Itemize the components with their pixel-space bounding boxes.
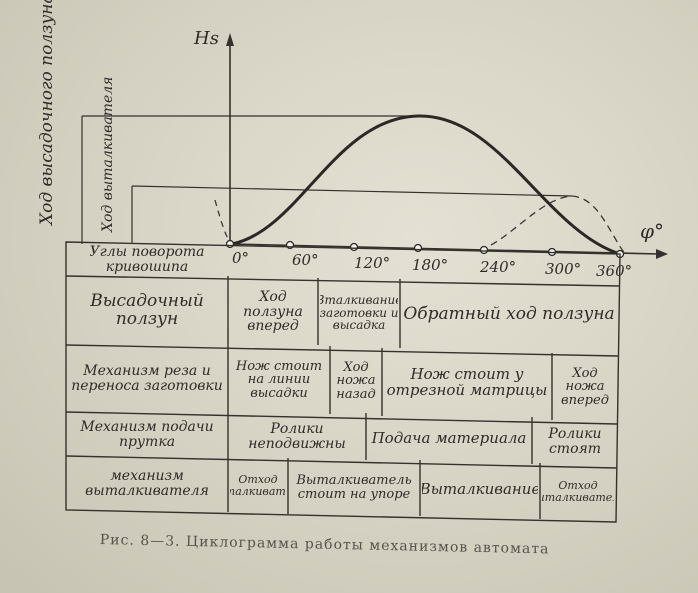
tick-120 [349, 242, 359, 252]
cell-material-feed: Подача материала [371, 429, 527, 448]
tick-240 [479, 245, 489, 255]
x-axis-label: φ° [640, 219, 664, 243]
tick-label-300: 300° [545, 260, 581, 278]
ejector-curve [479, 195, 626, 255]
table-grid [65, 241, 621, 523]
upsetting-stroke-label-line: Ход высадочного ползуна [37, 0, 57, 227]
tick-label-120: 120° [354, 254, 390, 272]
ejector-stroke-label: Ход выталкивателя [100, 77, 116, 233]
header-upsetting-slide: Высадочный ползун [90, 291, 204, 329]
x-axis [229, 243, 661, 255]
tick-0 [225, 239, 235, 249]
y-axis-label: Hs [193, 28, 219, 49]
cell-ejector-on-stop: Выталкиватель стоит на упоре [296, 472, 412, 502]
ejector-stroke-label-line: Ход выталкивателя [100, 77, 116, 233]
x-axis-arrow [656, 249, 668, 259]
tick-label-60: 60° [292, 251, 319, 269]
ejector-stroke-level-line [131, 185, 573, 197]
tick-label-360: 360° [596, 262, 632, 280]
header-bar-feed-mechanism: Механизм подачи прутка [80, 419, 214, 450]
tick-label-240: 240° [479, 258, 516, 276]
header-cutting-mechanism: Механизм реза и переноса заготовки [71, 363, 223, 394]
cell-knife-on-upsetting-line: Нож стоит на линии высадки [235, 358, 323, 401]
table-border [65, 241, 621, 523]
header-ejector-mechanism: механизм выталкивателя [85, 468, 209, 499]
header-crank-angles: Углы поворота кривошипа [89, 244, 205, 275]
cell-rollers-stand: Ролики стоят [548, 426, 602, 457]
tick-labels: 0° 60° 120° 180° 240° 300° 360° [232, 249, 632, 280]
y-axis-arrow [226, 33, 234, 46]
tick-180 [413, 243, 423, 253]
cell-ejector-retreat-2: Отход выталкивателя [542, 479, 614, 504]
cell-slide-forward: Ход ползуна вперед [243, 288, 303, 335]
cell-rollers-stationary: Ролики неподвижны [248, 421, 346, 452]
tick-label-180: 180° [412, 256, 448, 274]
upsetting-slide-curve [231, 114, 621, 256]
cell-knife-forward: Ход ножа вперед [561, 365, 609, 408]
cell-knife-at-die: Нож стоит у отрезной матрицы [386, 365, 548, 399]
cell-ejector-retreat-1: Отход выталкивателя [230, 473, 286, 498]
upsetting-stroke-label: Ход высадочного ползуна [37, 0, 57, 227]
cell-slide-return: Обратный ход ползуна [403, 304, 615, 325]
cell-knife-back: Ход ножа назад [336, 359, 376, 402]
tick-label-0: 0° [232, 249, 249, 267]
cell-pushing-and-upsetting: Вталкивание заготовки и высадка [320, 293, 398, 333]
cell-ejection: Выталкивание [422, 480, 538, 499]
